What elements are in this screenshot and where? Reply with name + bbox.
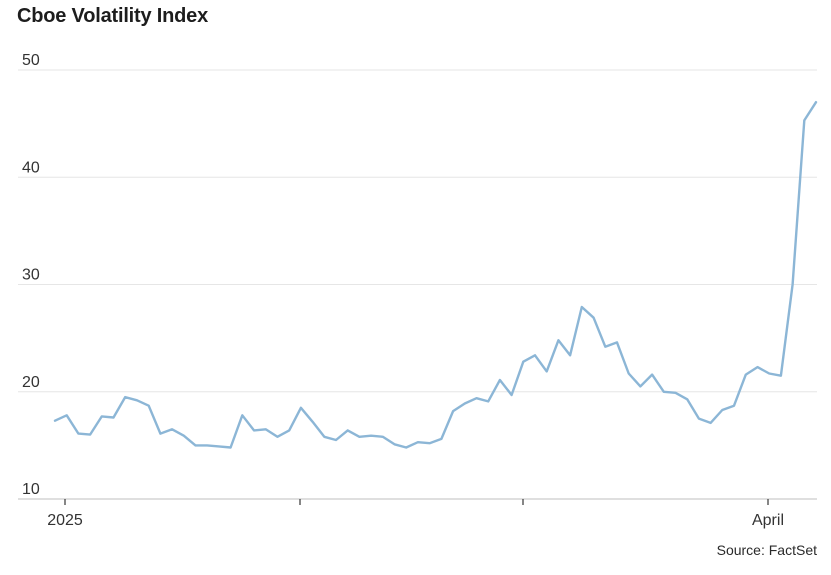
gridlines [18,69,817,393]
data-point [148,405,150,407]
data-point [464,403,466,405]
data-point [733,405,735,407]
data-point [230,447,232,449]
y-tick-label: 40 [22,159,40,176]
data-point [593,317,595,319]
data-point [183,435,185,437]
data-point [394,443,396,445]
data-point [335,439,337,441]
data-point [77,433,79,435]
x-tick-label: 2025 [47,512,83,529]
data-point [745,374,747,376]
data-point [312,421,314,423]
data-point [300,407,302,409]
data-point [101,415,103,417]
data-point [721,409,723,411]
y-tick-label: 10 [22,481,40,498]
vix-series-line [53,100,818,449]
data-point [557,339,559,341]
data-point [159,433,161,435]
data-point [89,434,91,436]
data-point [628,373,630,375]
data-point [194,444,196,446]
data-point [698,418,700,420]
data-point [487,400,489,402]
data-point [452,410,454,412]
data-point [253,429,255,431]
data-point [581,306,583,308]
y-tick-label: 50 [22,52,40,69]
data-point [616,341,618,343]
x-tick-label: April [752,512,784,529]
data-point [241,414,243,416]
data-point [276,436,278,438]
data-point [663,391,665,393]
chart-title: Cboe Volatility Index [17,5,209,27]
data-point [710,422,712,424]
data-point [675,392,677,394]
data-point [323,436,325,438]
data-point [66,414,68,416]
data-point [206,444,208,446]
data-point [639,385,641,387]
data-point [534,354,536,356]
data-point [815,101,817,103]
data-point [288,429,290,431]
data-point [475,397,477,399]
data-point [417,441,419,443]
data-point [113,416,115,418]
y-tick-label: 30 [22,267,40,284]
data-point [499,379,501,381]
data-point [686,398,688,400]
y-tick-label: 20 [22,374,40,391]
data-point [218,445,220,447]
x-ticks: 2025 April [47,499,784,529]
data-point [780,375,782,377]
data-point [358,436,360,438]
data-point [54,420,56,422]
data-points [54,101,817,448]
source-note: Source: FactSet [716,542,817,558]
data-point [803,119,805,121]
data-point [440,438,442,440]
data-point [511,394,513,396]
y-tick-labels: 10 20 30 40 50 [22,52,40,498]
data-point [756,366,758,368]
data-point [651,374,653,376]
data-point [604,346,606,348]
data-point [382,436,384,438]
data-point [546,370,548,372]
data-point [405,447,407,449]
data-point [124,396,126,398]
data-point [522,361,524,363]
data-point [792,284,794,286]
data-point [569,354,571,356]
data-point [370,435,372,437]
data-point [768,373,770,375]
data-point [265,428,267,430]
data-point [347,429,349,431]
data-point [171,428,173,430]
data-point [429,442,431,444]
data-point [136,399,138,401]
